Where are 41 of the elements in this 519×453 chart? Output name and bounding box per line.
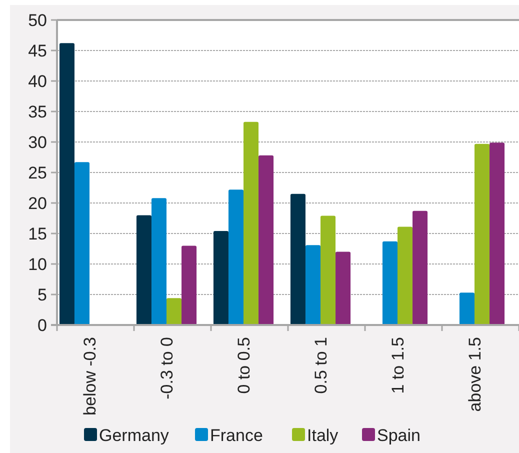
y-tick-label: 40	[28, 72, 47, 91]
bar	[59, 43, 74, 325]
legend-label: France	[210, 426, 263, 445]
bar	[213, 231, 228, 325]
y-tick-label: 0	[38, 316, 47, 335]
x-tick-label: below -0.3	[80, 337, 100, 416]
bar	[290, 194, 306, 325]
legend-label: Italy	[307, 426, 339, 445]
y-tick-label: 50	[28, 10, 47, 30]
bar	[336, 252, 351, 325]
bar	[244, 122, 259, 325]
bar	[166, 298, 182, 325]
bar	[412, 210, 428, 325]
y-tick-label: 10	[28, 254, 47, 274]
x-tick-label: 0.5 to 1	[311, 337, 330, 394]
bar	[474, 144, 490, 325]
bar	[459, 292, 474, 325]
bar	[398, 226, 413, 325]
bar	[136, 215, 152, 325]
y-tick-label: 30	[28, 132, 47, 152]
y-tick-label: 5	[38, 285, 47, 304]
bar	[490, 142, 505, 325]
x-tick-label: -0.3 to 0	[157, 337, 176, 400]
x-tick-label: above 1.5	[465, 337, 484, 412]
y-tick-label: 35	[28, 102, 47, 122]
y-tick-label: 45	[28, 41, 47, 60]
y-tick-label: 20	[28, 194, 47, 213]
legend-label: Germany	[99, 426, 170, 445]
bar	[382, 241, 398, 325]
bar	[320, 216, 336, 325]
bar	[182, 246, 197, 325]
bar	[151, 198, 166, 325]
x-tick-label: 1 to 1.5	[388, 337, 408, 394]
legend-label: Spain	[377, 426, 420, 445]
x-tick-label: 0 to 0.5	[234, 337, 254, 394]
bar	[74, 162, 90, 325]
y-tick-label: 25	[28, 163, 47, 182]
bar	[305, 245, 320, 325]
y-tick-label: 15	[28, 224, 47, 244]
bar	[228, 190, 244, 325]
bar	[258, 155, 274, 325]
